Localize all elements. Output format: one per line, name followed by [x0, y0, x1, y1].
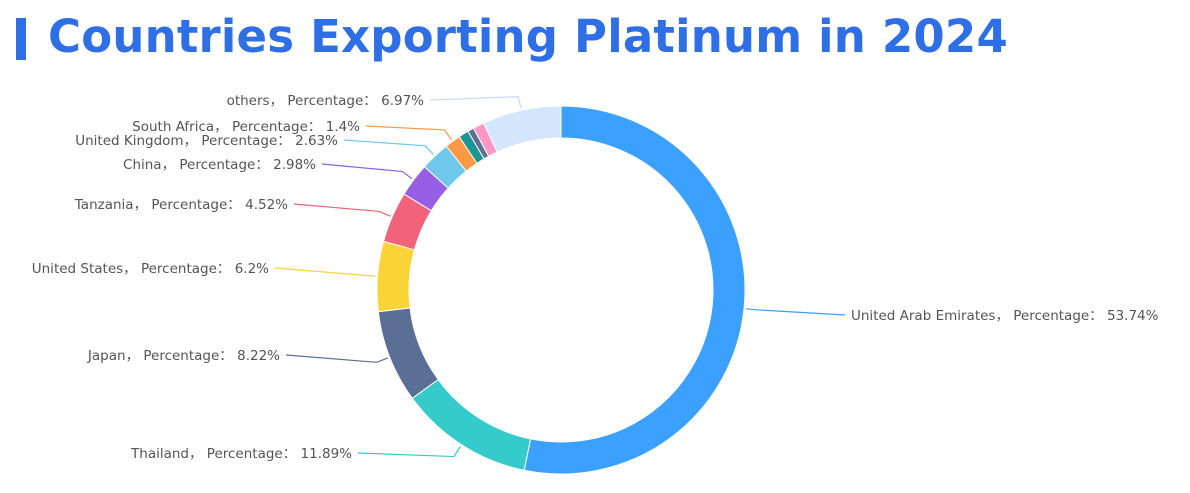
data-label-south-africa: South Africa， Percentage： 1.4%	[132, 119, 360, 135]
slice-japan[interactable]	[377, 307, 439, 400]
chart-title: Countries Exporting Platinum in 2024	[48, 10, 1008, 63]
leader-line-united-kingdom	[343, 139, 434, 155]
data-label-united-kingdom: United Kingdom， Percentage： 2.63%	[75, 133, 338, 149]
leader-line-japan	[285, 354, 389, 363]
leader-line-thailand	[357, 446, 461, 458]
slice-united-arab-emirates[interactable]	[523, 105, 746, 475]
leader-line-south-africa	[365, 125, 452, 141]
slice-united-states[interactable]	[376, 240, 416, 313]
leader-line-tanzania	[293, 203, 391, 217]
data-label-thailand: Thailand， Percentage： 11.89%	[130, 446, 352, 462]
data-label-japan: Japan， Percentage： 8.22%	[87, 348, 280, 364]
leader-line-united-arab-emirates	[745, 308, 846, 316]
leader-line-united-states	[274, 267, 376, 277]
data-label-others: others， Percentage： 6.97%	[227, 93, 425, 109]
data-label-united-states: United States， Percentage： 6.2%	[32, 261, 269, 277]
slice-others[interactable]	[483, 105, 562, 153]
slice-thailand[interactable]	[411, 378, 532, 471]
leader-line-china	[321, 163, 413, 180]
leader-line-others	[429, 96, 522, 109]
title-accent-bar	[16, 18, 26, 60]
data-label-united-arab-emirates: United Arab Emirates， Percentage： 53.74%	[851, 308, 1159, 324]
data-label-china: China， Percentage： 2.98%	[123, 157, 316, 173]
data-label-tanzania: Tanzania， Percentage： 4.52%	[74, 197, 288, 213]
